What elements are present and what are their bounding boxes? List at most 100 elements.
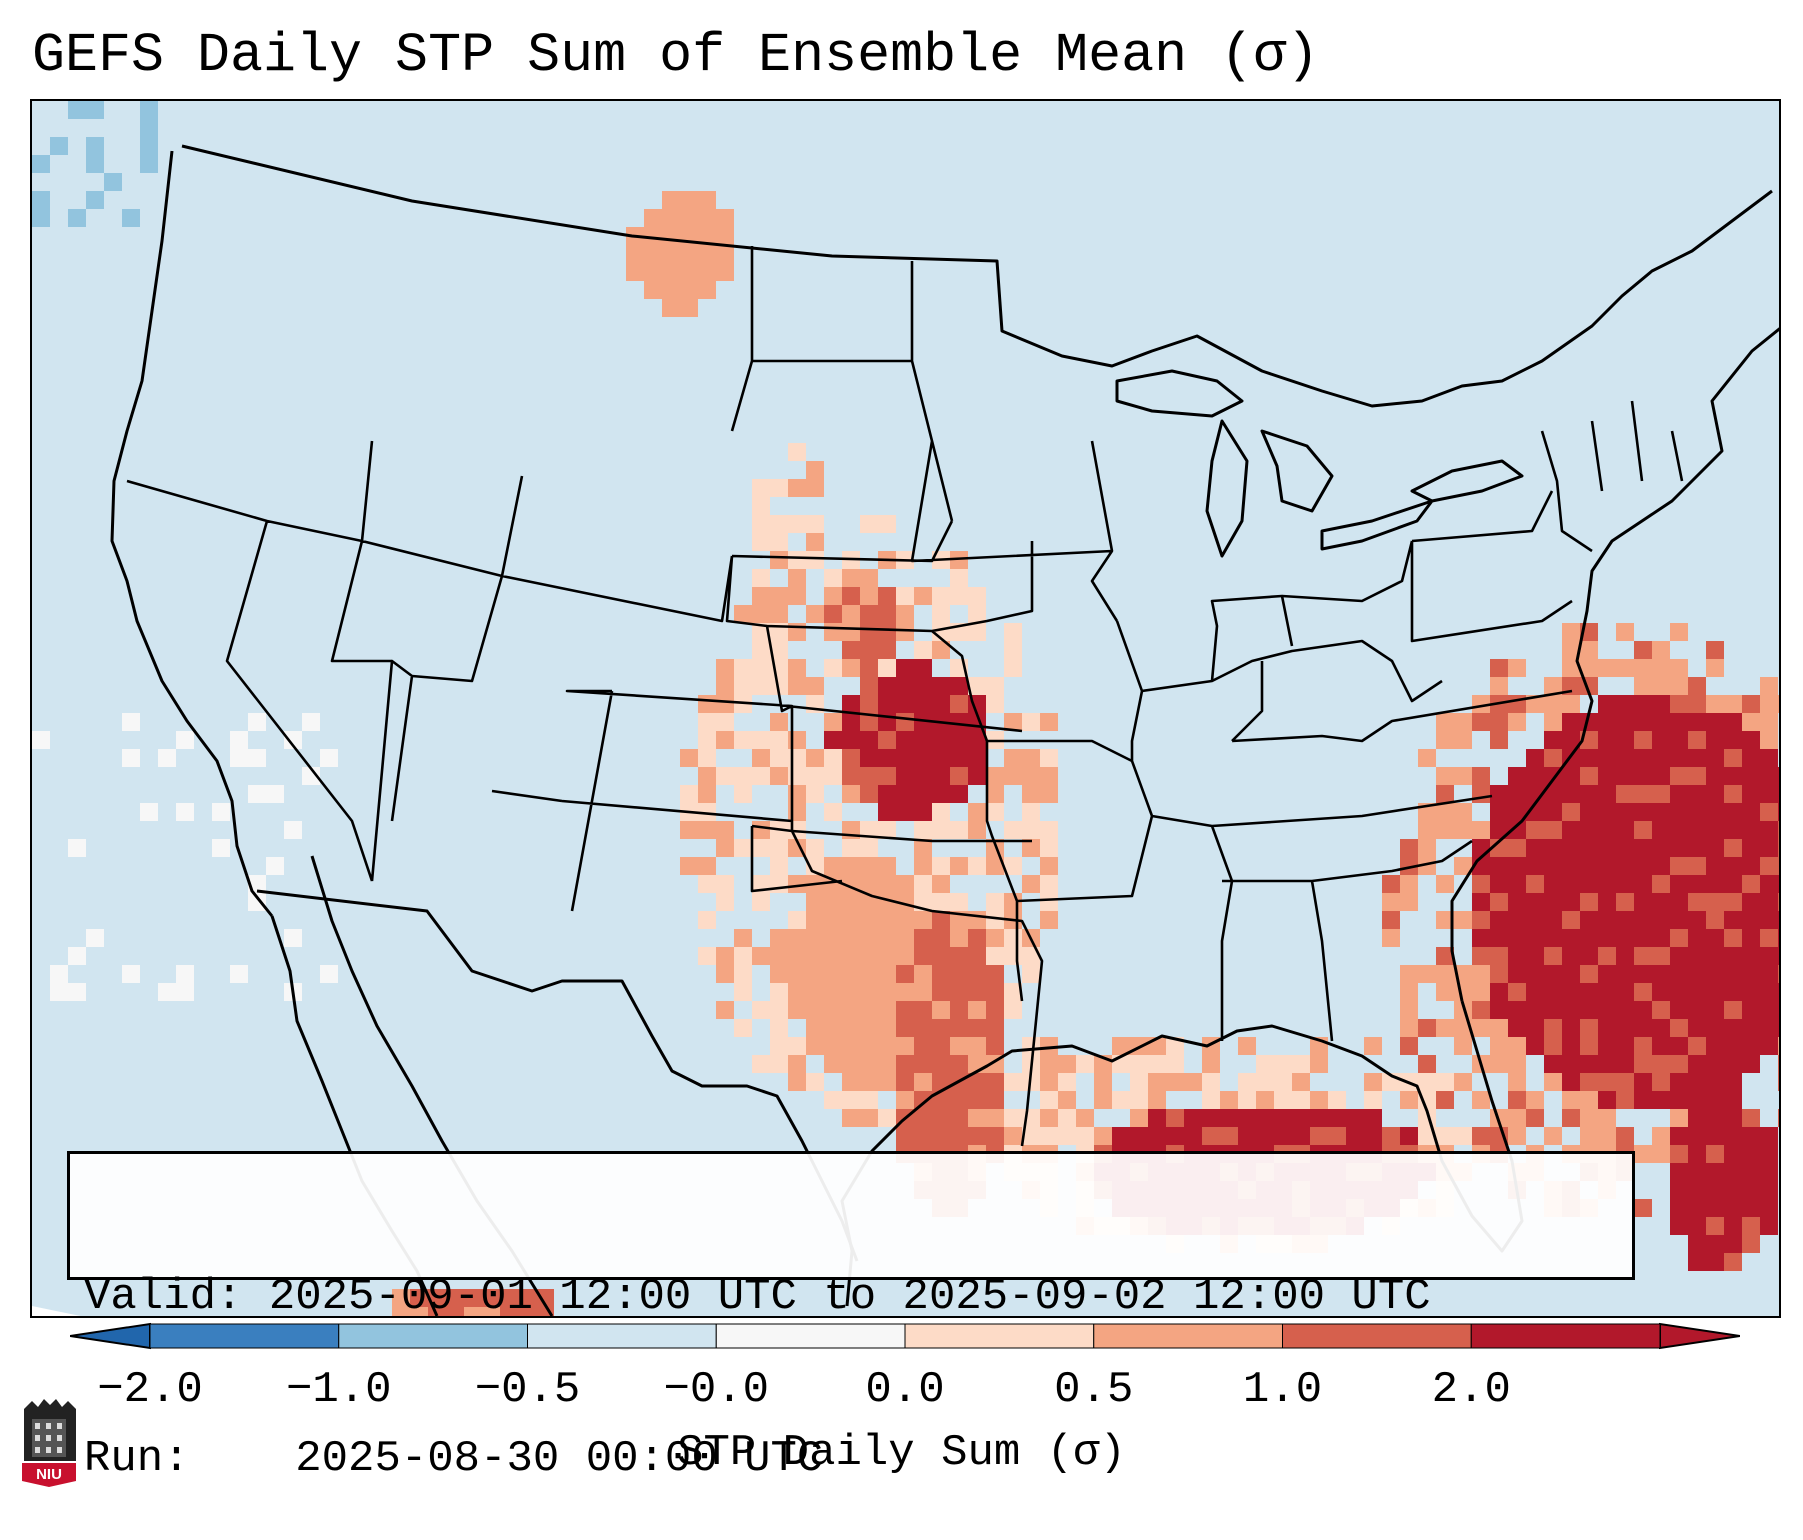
field-cell: [824, 983, 842, 1001]
field-cell: [698, 857, 716, 875]
field-cell: [1166, 1055, 1184, 1073]
field-cell: [716, 245, 734, 263]
field-cell: [734, 929, 752, 947]
field-cell: [1400, 857, 1418, 875]
field-cell: [1472, 1091, 1490, 1109]
field-cell: [1544, 983, 1562, 1001]
field-cell: [896, 623, 914, 641]
field-cell: [1634, 839, 1652, 857]
field-cell: [770, 1019, 788, 1037]
colorbar-bin: [527, 1323, 717, 1349]
field-cell: [914, 857, 932, 875]
field-cell: [932, 677, 950, 695]
field-cell: [1004, 983, 1022, 1001]
field-cell: [1688, 911, 1706, 929]
field-cell: [896, 731, 914, 749]
field-cell: [1544, 893, 1562, 911]
field-cell: [1562, 1073, 1580, 1091]
field-cell: [1436, 875, 1454, 893]
field-cell: [644, 245, 662, 263]
field-cell: [1256, 1127, 1274, 1145]
field-cell: [68, 983, 86, 1001]
field-cell: [1742, 821, 1760, 839]
field-cell: [1652, 731, 1670, 749]
field-cell: [1778, 965, 1779, 983]
field-cell: [626, 263, 644, 281]
field-cell: [1670, 1091, 1688, 1109]
field-cell: [1688, 947, 1706, 965]
field-cell: [1670, 911, 1688, 929]
field-cell: [1418, 1073, 1436, 1091]
field-cell: [1760, 911, 1778, 929]
field-cell: [1022, 839, 1040, 857]
field-cell: [1616, 1019, 1634, 1037]
field-cell: [1184, 1109, 1202, 1127]
field-cell: [698, 731, 716, 749]
field-cell: [860, 749, 878, 767]
field-cell: [644, 209, 662, 227]
field-cell: [986, 911, 1004, 929]
field-cell: [1382, 911, 1400, 929]
field-cell: [1436, 821, 1454, 839]
field-cell: [1742, 1163, 1760, 1181]
field-cell: [1652, 1073, 1670, 1091]
field-cell: [1742, 731, 1760, 749]
field-cell: [1778, 893, 1779, 911]
field-cell: [788, 515, 806, 533]
field-cell: [950, 551, 968, 569]
field-cell: [1418, 1019, 1436, 1037]
field-cell: [842, 893, 860, 911]
field-cell: [752, 533, 770, 551]
field-cell: [1778, 1001, 1779, 1019]
field-cell: [878, 857, 896, 875]
field-cell: [1724, 1253, 1742, 1271]
field-cell: [1526, 893, 1544, 911]
field-cell: [986, 929, 1004, 947]
field-cell: [1616, 731, 1634, 749]
field-cell: [1526, 1037, 1544, 1055]
field-cell: [1562, 641, 1580, 659]
field-cell: [1040, 1109, 1058, 1127]
field-cell: [1706, 839, 1724, 857]
field-cell: [1670, 1019, 1688, 1037]
field-cell: [1724, 1127, 1742, 1145]
field-cell: [482, 1307, 500, 1316]
field-cell: [1652, 875, 1670, 893]
field-cell: [1706, 1145, 1724, 1163]
field-cell: [1634, 659, 1652, 677]
field-cell: [1706, 767, 1724, 785]
field-cell: [1688, 1001, 1706, 1019]
field-cell: [716, 731, 734, 749]
field-cell: [932, 857, 950, 875]
field-cell: [1760, 947, 1778, 965]
field-cell: [1580, 785, 1598, 803]
field-cell: [1706, 1181, 1724, 1199]
field-cell: [1706, 947, 1724, 965]
field-cell: [950, 983, 968, 1001]
field-cell: [266, 785, 284, 803]
field-cell: [1526, 1109, 1544, 1127]
field-cell: [1490, 929, 1508, 947]
field-cell: [1274, 1127, 1292, 1145]
field-cell: [1544, 803, 1562, 821]
field-cell: [698, 821, 716, 839]
field-cell: [1094, 1127, 1112, 1145]
field-cell: [788, 965, 806, 983]
field-cell: [1544, 947, 1562, 965]
field-cell: [1616, 929, 1634, 947]
field-cell: [1742, 1037, 1760, 1055]
field-cell: [878, 1019, 896, 1037]
field-cell: [1652, 767, 1670, 785]
field-cell: [1724, 1001, 1742, 1019]
field-cell: [1688, 821, 1706, 839]
field-cell: [1616, 749, 1634, 767]
field-cell: [1544, 1055, 1562, 1073]
field-cell: [914, 677, 932, 695]
field-cell: [32, 191, 50, 209]
field-cell: [1526, 839, 1544, 857]
colorbar-tick-label: 1.0: [1242, 1365, 1323, 1415]
field-cell: [950, 929, 968, 947]
field-cell: [1580, 1055, 1598, 1073]
field-cell: [788, 479, 806, 497]
field-cell: [986, 767, 1004, 785]
